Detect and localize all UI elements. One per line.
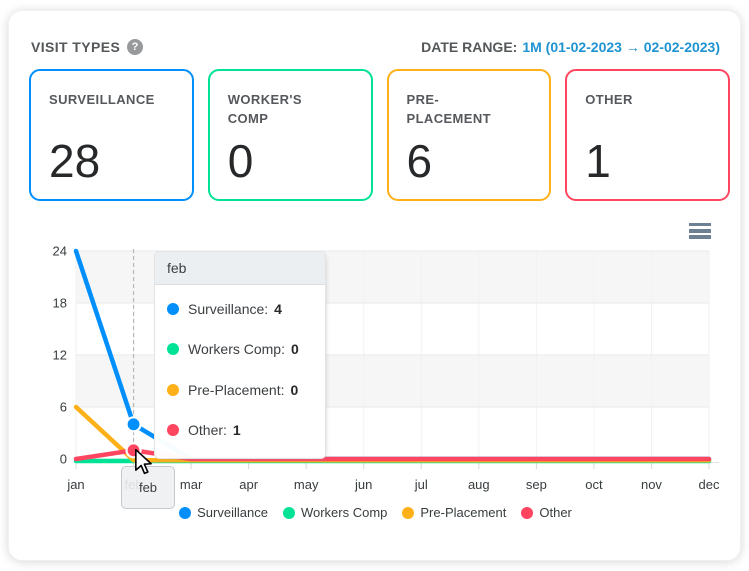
card-value: 0 [227, 134, 254, 187]
tooltip-row: Workers Comp: 0 [167, 341, 313, 357]
legend-item-workers-comp[interactable]: Workers Comp [282, 505, 388, 520]
tooltip-row-value: 0 [290, 381, 299, 398]
visits-line-chart[interactable]: 24 18 12 6 0 jan feb mar apr may jun jul aug sep oct no… [9, 216, 742, 546]
hover-marker-surveillance[interactable] [125, 416, 142, 433]
svg-text:aug: aug [468, 477, 490, 492]
legend-item-surveillance[interactable]: Surveillance [179, 505, 268, 520]
legend-label: Other [539, 505, 572, 520]
page-title-text: VISIT TYPES [31, 39, 121, 55]
legend-label: Surveillance [197, 505, 268, 520]
tooltip-row-label: Surveillance: [188, 301, 269, 318]
svg-text:jan: jan [66, 477, 84, 492]
card-value: 28 [49, 134, 101, 187]
tooltip-row: Surveillance: 4 [167, 301, 313, 317]
chart-legend: Surveillance Workers Comp Pre-Placement … [9, 505, 742, 520]
y-axis-labels: 24 18 12 6 0 [53, 244, 67, 467]
tooltip-row: Pre-Placement: 0 [167, 382, 313, 398]
card-surveillance: SURVEILLANCE 28 [29, 69, 194, 201]
tooltip-row-label: Workers Comp: [188, 341, 285, 358]
legend-item-other[interactable]: Other [521, 505, 572, 520]
tooltip-rows: Surveillance: 4 Workers Comp: 0 Pre-Plac… [155, 285, 325, 458]
svg-text:0: 0 [60, 452, 67, 467]
series-marker-icon [167, 423, 179, 436]
series-marker-icon [167, 343, 179, 356]
mouse-cursor-icon [134, 448, 155, 480]
tooltip-row-value: 4 [274, 301, 282, 318]
svg-text:24: 24 [53, 244, 67, 259]
svg-text:nov: nov [641, 477, 662, 492]
xaxis-hover-label: feb [121, 466, 175, 509]
svg-text:18: 18 [53, 296, 67, 311]
svg-text:may: may [294, 477, 319, 492]
card-value: 6 [406, 134, 433, 187]
chart-canvas[interactable]: 24 18 12 6 0 jan feb mar apr may jun jul aug sep oct no… [9, 216, 742, 546]
card-label: OTHER [585, 92, 633, 107]
date-range-label: DATE RANGE: [421, 39, 518, 55]
page-title: VISIT TYPES ? [31, 39, 144, 55]
legend-label: Pre-Placement [420, 505, 507, 520]
card-label: WORKER'S COMP [227, 92, 302, 126]
legend-label: Workers Comp [300, 505, 388, 520]
card-pre-placement: PRE-PLACEMENT 6 [386, 69, 552, 201]
card-label: SURVEILLANCE [49, 92, 155, 107]
legend-item-pre-placement[interactable]: Pre-Placement [402, 505, 506, 520]
date-range-value[interactable]: 1M (01-02-2023 → 02-02-2023) [522, 39, 720, 55]
svg-text:mar: mar [180, 477, 203, 492]
tooltip-row-label: Other: [188, 421, 227, 438]
legend-marker-icon [521, 506, 534, 519]
tooltip-row: Other: 1 [167, 422, 313, 438]
stat-cards: SURVEILLANCE 28 WORKER'S COMP 0 PRE-PLAC… [29, 69, 730, 201]
date-range: DATE RANGE: 1M (01-02-2023 → 02-02-2023) [421, 39, 720, 55]
svg-text:jun: jun [354, 477, 372, 492]
svg-text:12: 12 [53, 348, 67, 363]
tooltip-row-value: 0 [290, 341, 299, 358]
svg-text:jul: jul [414, 477, 428, 492]
legend-marker-icon [282, 506, 295, 519]
chart-tooltip: feb Surveillance: 4 Workers Comp: 0 P [154, 251, 326, 459]
series-marker-icon [167, 303, 179, 316]
visit-types-panel: VISIT TYPES ? DATE RANGE: 1M (01-02-2023 … [8, 10, 741, 561]
card-workers-comp: WORKER'S COMP 0 [207, 69, 373, 201]
svg-text:dec: dec [699, 477, 720, 492]
xaxis-hover-label-text: feb [138, 480, 158, 495]
card-other: OTHER 1 [565, 69, 730, 201]
tooltip-row-value: 1 [232, 421, 241, 438]
help-icon[interactable]: ? [127, 39, 144, 55]
svg-text:oct: oct [585, 477, 603, 492]
card-value: 1 [585, 134, 611, 187]
legend-marker-icon [402, 506, 415, 519]
card-label: PRE-PLACEMENT [406, 92, 491, 126]
chart-menu-hamburger-icon[interactable] [689, 223, 711, 241]
series-marker-icon [167, 383, 179, 396]
tooltip-row-label: Pre-Placement: [188, 381, 285, 398]
tooltip-title: feb [155, 252, 325, 285]
svg-text:sep: sep [526, 477, 547, 492]
svg-text:6: 6 [60, 400, 67, 415]
legend-marker-icon [179, 506, 192, 519]
svg-text:apr: apr [239, 477, 258, 492]
